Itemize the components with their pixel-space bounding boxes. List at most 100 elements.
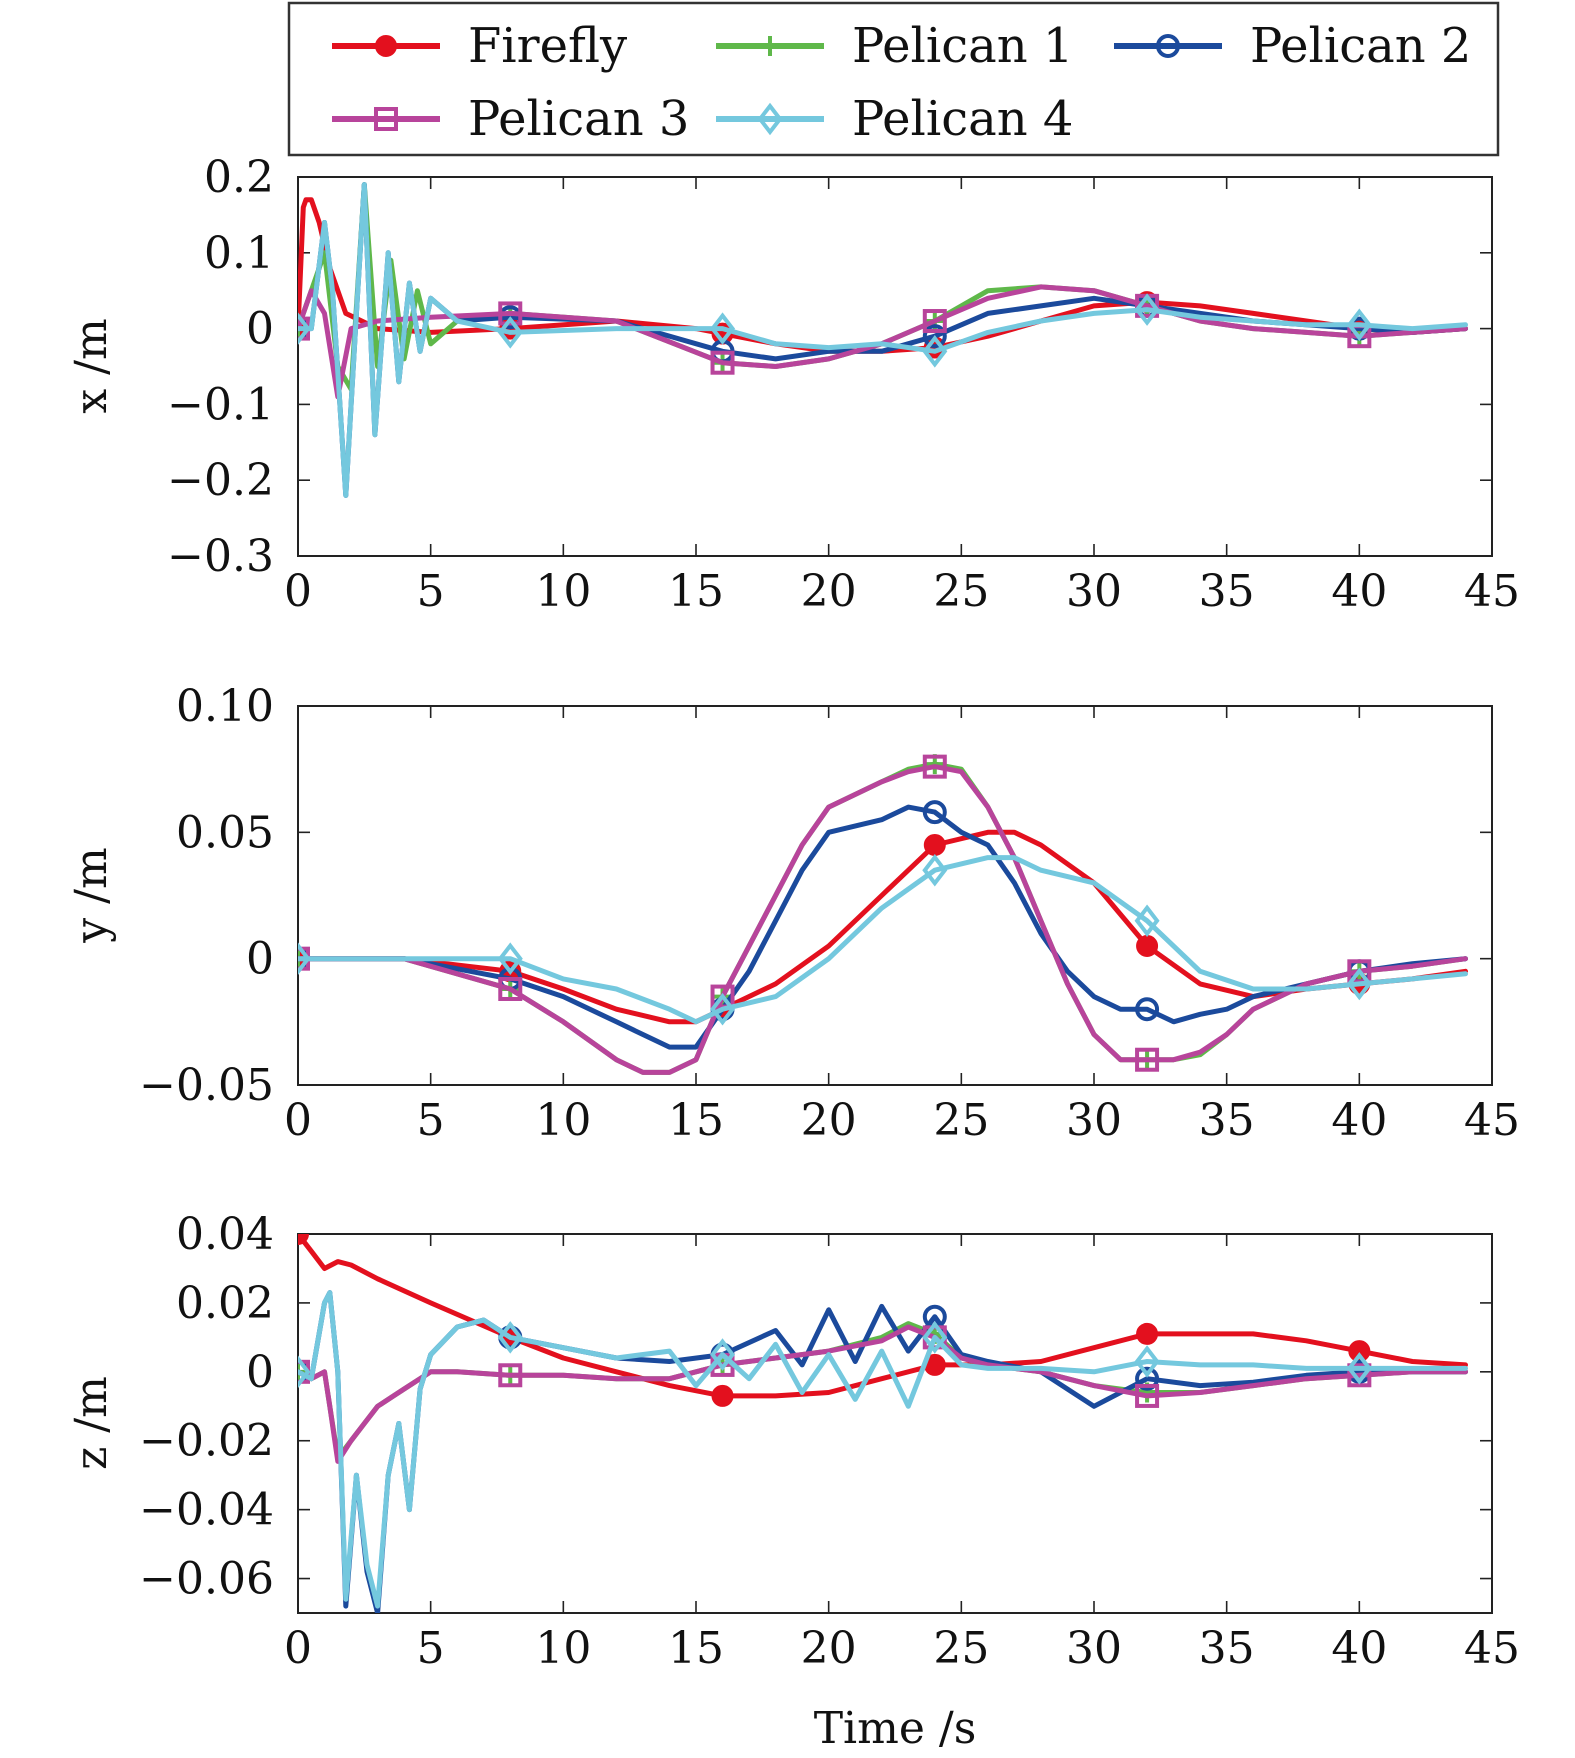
x-tick-label: 20 xyxy=(801,1095,857,1146)
series-line-pelican-1 xyxy=(298,182,1468,392)
x-tick-label: 35 xyxy=(1199,566,1255,617)
series-marker-pelican-2 xyxy=(922,324,947,349)
plot-frame xyxy=(297,705,1493,1086)
x-tick-label: 30 xyxy=(1066,566,1122,617)
x-tick-label: 45 xyxy=(1464,566,1520,617)
x-tick-label: 10 xyxy=(535,1623,591,1674)
series-line-pelican-3 xyxy=(298,284,1468,400)
series-line-pelican-1 xyxy=(298,761,1468,1075)
series-line-pelican-2 xyxy=(298,182,1468,498)
series-line-pelican-2 xyxy=(298,804,1468,1050)
x-tick-label: 25 xyxy=(933,566,989,617)
series-line-pelican-3 xyxy=(298,764,1468,1075)
series-marker-pelican-4 xyxy=(1346,967,1372,1001)
series-marker-pelican-4 xyxy=(1134,1345,1160,1378)
series-marker-pelican-3 xyxy=(922,754,947,779)
y-tick-label: −0.2 xyxy=(167,455,274,506)
x-tick-label: 20 xyxy=(801,566,857,617)
y-axis-label: x /m xyxy=(66,318,117,413)
series-marker-firefly xyxy=(298,1234,309,1245)
series-marker-pelican-3 xyxy=(710,350,735,375)
series-marker-pelican-1 xyxy=(298,1361,308,1382)
legend-label-3: Pelican 2 xyxy=(1250,18,1471,74)
series-marker-firefly xyxy=(711,1384,734,1407)
x-tick-label: 0 xyxy=(284,1623,312,1674)
series-marker-pelican-4 xyxy=(497,942,523,975)
legend-marker-3 xyxy=(1156,34,1180,58)
y-tick-label: 0.04 xyxy=(176,1209,274,1260)
x-tick-label: 35 xyxy=(1199,1623,1255,1674)
y-tick-label: −0.02 xyxy=(139,1416,274,1467)
series-marker-pelican-4 xyxy=(710,312,736,345)
legend-label-2: Pelican 1 xyxy=(852,18,1073,74)
series-marker-pelican-3 xyxy=(922,309,947,334)
series-marker-pelican-4 xyxy=(710,1338,736,1371)
y-tick-label: 0 xyxy=(246,934,274,985)
series-marker-pelican-3 xyxy=(1347,959,1372,984)
x-tick-label: 40 xyxy=(1331,1623,1387,1674)
series-line-pelican-4 xyxy=(298,855,1468,1025)
series-marker-pelican-4 xyxy=(1346,1352,1372,1385)
x-tick-label: 5 xyxy=(417,566,445,617)
series-marker-pelican-4 xyxy=(922,335,948,368)
y-tick-label: −0.05 xyxy=(139,1060,274,1111)
series-marker-pelican-3 xyxy=(498,976,523,1001)
y-axis-label: z /m xyxy=(66,1376,117,1470)
series-marker-pelican-3 xyxy=(1347,1363,1372,1388)
y-tick-label: 0.05 xyxy=(176,807,274,858)
series-marker-pelican-3 xyxy=(498,301,523,326)
x-tick-label: 45 xyxy=(1464,1623,1520,1674)
x-tick-label: 0 xyxy=(284,1095,312,1146)
x-tick-label: 20 xyxy=(801,1623,857,1674)
y-tick-label: 0.2 xyxy=(204,152,274,203)
series-line-pelican-4 xyxy=(298,182,1468,498)
y-tick-label: 0.1 xyxy=(204,228,274,279)
series-marker-pelican-3 xyxy=(710,984,735,1009)
series-line-pelican-1 xyxy=(298,1321,1468,1461)
series-marker-pelican-3 xyxy=(1135,1383,1160,1408)
series-marker-pelican-4 xyxy=(298,1355,311,1389)
series-line-firefly xyxy=(298,197,1468,354)
series-marker-pelican-2 xyxy=(922,800,947,825)
series-marker-pelican-4 xyxy=(497,1321,523,1354)
plot-area xyxy=(298,1234,1468,1613)
series-marker-pelican-4 xyxy=(1134,904,1160,938)
x-tick-label: 25 xyxy=(933,1623,989,1674)
y-tick-label: −0.3 xyxy=(167,531,274,582)
x-tick-label: 15 xyxy=(668,1623,724,1674)
series-marker-pelican-4 xyxy=(298,942,311,975)
series-marker-pelican-3 xyxy=(498,1363,523,1388)
x-tick-label: 15 xyxy=(668,566,724,617)
y-tick-label: −0.1 xyxy=(167,379,274,430)
series-marker-pelican-4 xyxy=(710,992,736,1026)
series-marker-pelican-4 xyxy=(922,1321,948,1354)
legend-label-4: Pelican 3 xyxy=(468,91,689,147)
plot-frame xyxy=(297,176,1493,557)
y-tick-label: −0.06 xyxy=(139,1554,274,1605)
y-tick-label: 0.10 xyxy=(176,681,274,732)
series-marker-pelican-3 xyxy=(1135,1047,1160,1072)
series-marker-firefly xyxy=(1136,1322,1159,1345)
x-tick-label: 5 xyxy=(417,1623,445,1674)
plot-area xyxy=(298,754,1468,1075)
x-tick-label: 35 xyxy=(1199,1095,1255,1146)
legend-marker-1 xyxy=(375,35,397,57)
plot-frame xyxy=(297,1233,1493,1614)
series-marker-firefly xyxy=(1136,935,1159,958)
legend-marker-4 xyxy=(374,107,398,131)
y-tick-label: 0 xyxy=(246,304,274,355)
x-tick-label: 0 xyxy=(284,566,312,617)
x-tick-label: 40 xyxy=(1331,566,1387,617)
series-marker-pelican-4 xyxy=(298,312,311,345)
series-marker-firefly xyxy=(923,833,946,856)
y-tick-label: 0.02 xyxy=(176,1278,274,1329)
y-tick-label: −0.04 xyxy=(139,1485,274,1536)
y-axis-label: y /m xyxy=(66,847,117,943)
series-marker-pelican-4 xyxy=(1134,293,1160,326)
series-marker-pelican-4 xyxy=(1346,308,1372,342)
x-tick-label: 25 xyxy=(933,1095,989,1146)
y-position-panel: 0 5 10 15 20 25 30 35 40 450.100.050−0.05y /m xyxy=(66,681,1520,1146)
series-marker-pelican-4 xyxy=(922,853,948,887)
x-tick-label: 5 xyxy=(417,1095,445,1146)
legend-box xyxy=(287,1,1500,157)
